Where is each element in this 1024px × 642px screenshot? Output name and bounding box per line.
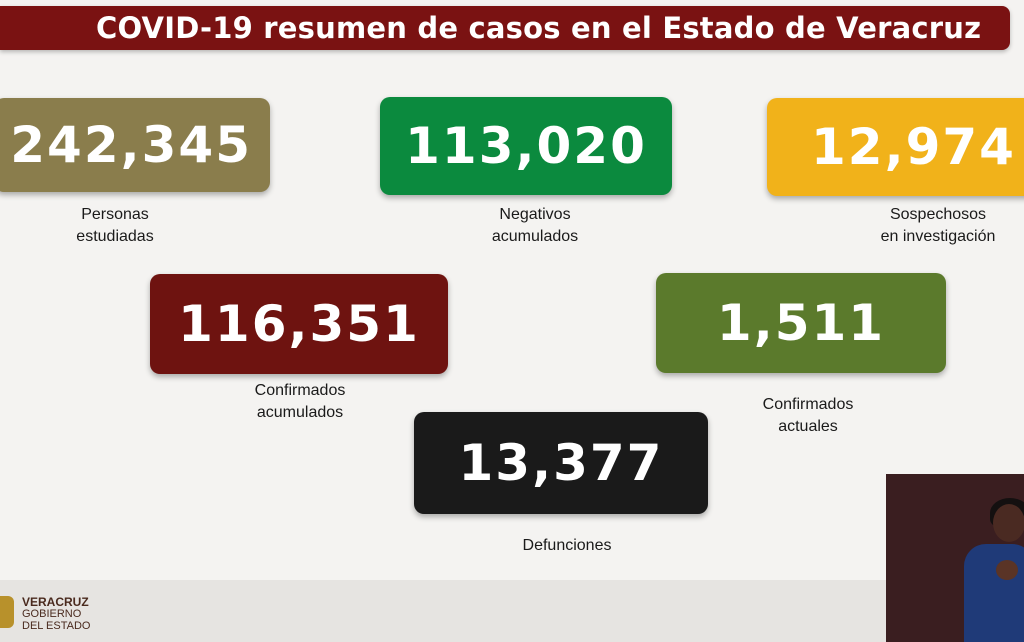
caption-negativos-acumulados: Negativos acumulados [455,204,615,248]
card-confirmados-acumulados: 116,351 [150,274,448,374]
caption-line-2: acumulados [491,228,579,245]
interpreter-body [964,544,1024,642]
card-sospechosos: 12,974 [767,98,1024,196]
logo-line-2: GOBIERNO [22,608,82,620]
caption-line-1: Confirmados [254,382,346,399]
negativos-acumulados-value: 113,020 [405,117,647,175]
caption-line-1: Sospechosos [889,206,987,223]
sign-language-interpreter-video [886,474,1024,642]
card-personas-estudiadas: 242,345 [0,98,270,192]
sospechosos-value: 12,974 [811,118,1016,176]
caption-defunciones: Defunciones [487,535,647,557]
caption-confirmados-acumulados: Confirmados acumulados [220,380,380,424]
defunciones-value: 13,377 [458,434,664,492]
title-band [0,6,1010,50]
confirmados-acumulados-value: 116,351 [178,295,420,353]
veracruz-shield-icon [0,596,14,628]
card-defunciones: 13,377 [414,412,708,514]
caption-line-1: Negativos [499,206,571,223]
header-bar: COVID-19 resumen de casos en el Estado d… [0,0,1024,52]
card-confirmados-actuales: 1,511 [656,273,946,373]
logo-line-3: DEL ESTADO [22,620,91,632]
personas-estudiadas-value: 242,345 [10,116,252,174]
interpreter-head [993,504,1024,542]
caption-line-2: acumulados [256,404,344,421]
logo-line-1: VERACRUZ [22,595,89,609]
caption-line-1: Personas [81,206,149,223]
caption-confirmados-actuales: Confirmados actuales [728,394,888,438]
caption-line-1: Confirmados [762,396,854,413]
caption-personas-estudiadas: Personas estudiadas [40,204,190,248]
card-negativos-acumulados: 113,020 [380,97,672,195]
caption-line-2: en investigación [880,228,996,245]
confirmados-actuales-value: 1,511 [716,294,886,352]
government-logo: VERACRUZ GOBIERNO DEL ESTADO [22,596,90,632]
caption-line-2: estudiadas [76,228,154,245]
caption-line-2: actuales [778,418,838,435]
footer [0,580,1024,642]
page-title: COVID-19 resumen de casos en el Estado d… [96,11,982,45]
interpreter-hand [996,560,1018,580]
caption-line-1: Defunciones [522,537,612,554]
caption-sospechosos: Sospechosos en investigación [858,204,1018,248]
